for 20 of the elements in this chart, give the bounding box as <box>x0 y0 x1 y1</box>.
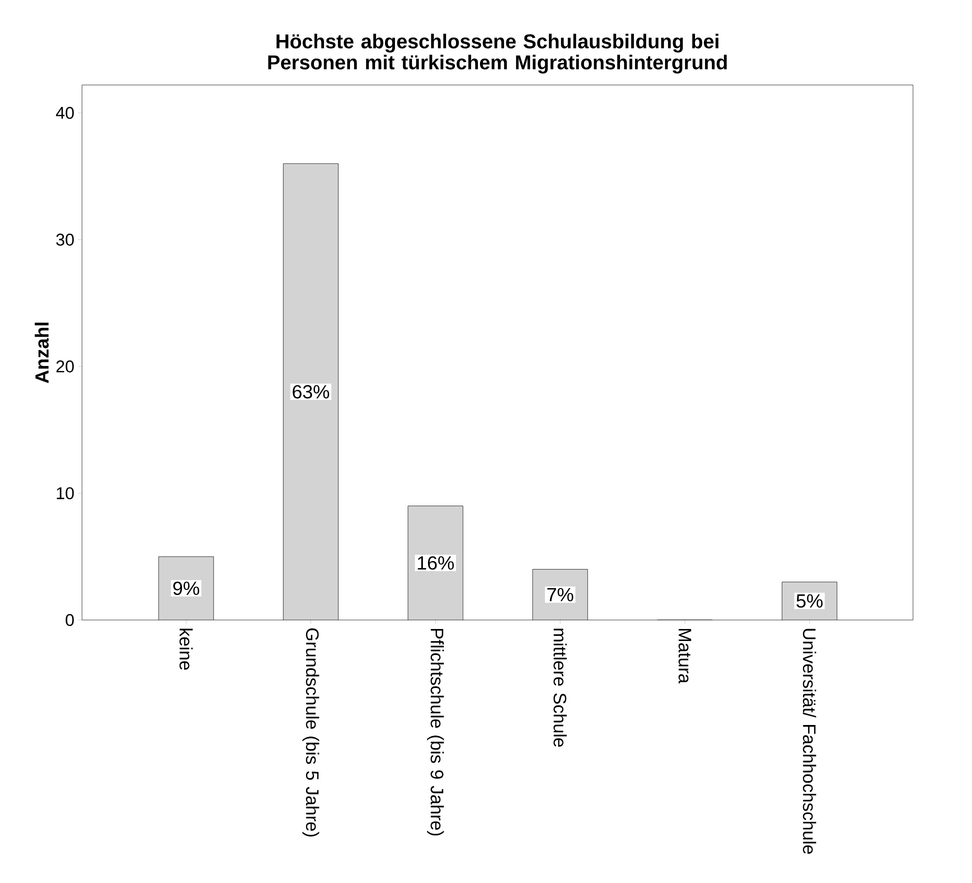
x-tick-label: Matura <box>678 629 692 684</box>
annotation: 16% <box>418 556 454 570</box>
bar <box>408 506 464 620</box>
y-tick-label: 10 <box>56 487 74 500</box>
x-tick-label: Grundschule (bis 5 Jahre) <box>302 628 320 836</box>
y-axis-title: Anzahl <box>34 322 49 384</box>
annotation: 7% <box>547 588 574 602</box>
chart-title: Höchste abgeschlossene Schulausbildung bei Personen mit türkischem Migrationshintergrund <box>268 34 727 74</box>
annotation: 9% <box>173 582 200 596</box>
y-tick-label: 40 <box>56 106 74 119</box>
annotation: 63% <box>292 385 330 399</box>
x-tick-label: Pflichtschule (bis 9 Jahre) <box>427 629 444 836</box>
y-tick-label: 20 <box>56 360 74 372</box>
bar <box>283 163 338 620</box>
x-tick-label: Universität/ Fachhochschule <box>802 628 816 854</box>
x-tick-label: keine <box>180 628 193 670</box>
y-tick-label: 30 <box>56 234 74 246</box>
annotation: 5% <box>796 594 823 608</box>
y-tick-label: 0 <box>66 614 74 626</box>
x-tick-label: mittlere Schule <box>554 628 567 747</box>
